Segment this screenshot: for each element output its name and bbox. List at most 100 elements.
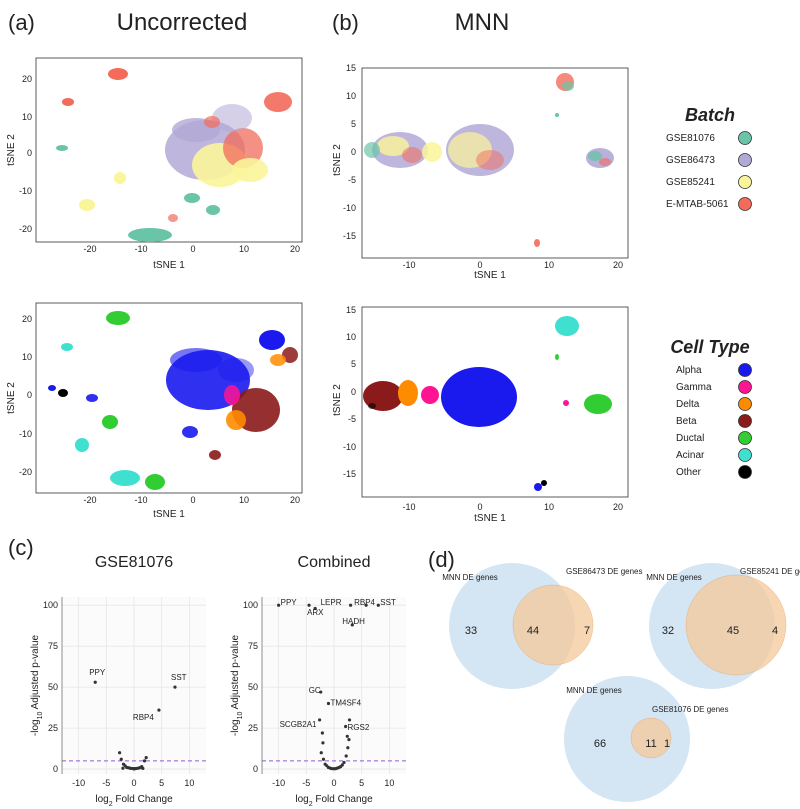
ytick: 0: [27, 390, 32, 400]
venn-right-label: GSE81076 DE genes: [652, 705, 729, 714]
xtick: 0: [190, 244, 195, 254]
ytick: 0: [351, 147, 356, 157]
y-tick-label: 0: [253, 764, 258, 774]
legend-label: Gamma: [676, 382, 712, 393]
ytick: -10: [343, 203, 356, 213]
tsne-mnn-celltype: -10 0 10 20 15 10 5 0 -5 -10 -15 tSNE 1 …: [332, 305, 629, 524]
xtick: 10: [239, 244, 249, 254]
data-point: [318, 718, 322, 722]
ytick: 10: [22, 352, 32, 362]
legend-swatch-gamma: [738, 380, 752, 394]
legend-swatch-other: [738, 465, 752, 479]
cloud-acinar2-batch: [128, 228, 172, 242]
cloud-ductal1-batch: [114, 172, 126, 184]
xtick: 10: [544, 502, 554, 512]
data-point: [319, 690, 323, 694]
ytick: -5: [348, 175, 356, 185]
data-point: [119, 757, 123, 761]
gene-label: RBP4: [133, 713, 154, 722]
x-tick-label: -10: [272, 778, 285, 788]
data-point: [144, 756, 148, 760]
cloud-mixed-batch: [168, 214, 178, 222]
gene-label: HADH: [342, 617, 365, 626]
ytick: -5: [348, 414, 356, 424]
data-point: [320, 731, 324, 735]
venn-left-count: 33: [465, 625, 477, 637]
legend-swatch-gse81076: [738, 131, 752, 145]
data-point: [118, 751, 122, 755]
x-tick-label: 0: [131, 778, 136, 788]
legend-label: Other: [676, 467, 702, 478]
y-tick-label: 75: [248, 641, 258, 651]
legend-swatch-gse85241: [738, 175, 752, 189]
x-tick-label: -5: [302, 778, 310, 788]
x-tick-label: 5: [159, 778, 164, 788]
venn-circle-gse81076: [630, 717, 672, 759]
ytick: 20: [22, 74, 32, 84]
y-axis-label: -log10 Adjusted p-value: [230, 634, 244, 736]
x-tick-label: 5: [359, 778, 364, 788]
venn-left-label: MNN DE genes: [566, 686, 622, 695]
legend-swatch-delta: [738, 397, 752, 411]
data-point: [347, 737, 351, 742]
data-point: [141, 766, 145, 771]
x-axis-label: log2 Fold Change: [95, 794, 173, 808]
tsne-uncorrected-batch: -20 -10 0 10 20 20 10 0 -10 -20 tSNE 1 t…: [6, 57, 303, 271]
ytick: -15: [343, 231, 356, 241]
y-axis-label: tSNE 2: [6, 382, 17, 414]
venn-left-label: MNN DE genes: [442, 573, 498, 582]
x-axis-label: tSNE 1: [153, 509, 185, 520]
data-point: [350, 623, 354, 627]
venn-left-count: 66: [594, 738, 606, 750]
data-point: [345, 734, 349, 738]
cloud-alpha-region-batch: [165, 104, 268, 187]
ytick: -10: [19, 186, 32, 196]
ytick: -20: [19, 467, 32, 477]
xtick: 10: [239, 495, 249, 505]
data-point: [321, 757, 326, 761]
ytick: 5: [351, 119, 356, 129]
venn-overlap-count: 45: [727, 625, 739, 637]
data-point: [93, 680, 97, 684]
y-tick-label: 25: [248, 723, 258, 733]
xtick: 0: [190, 495, 195, 505]
ytick: 20: [22, 314, 32, 324]
gene-label: SST: [171, 673, 187, 682]
data-point: [347, 718, 352, 722]
ytick: 15: [346, 305, 356, 315]
venn-circle-mnn: [564, 676, 690, 802]
legend-swatch-emtab5061: [738, 197, 752, 211]
xtick: 20: [290, 244, 300, 254]
data-point: [346, 746, 350, 750]
xtick: -10: [402, 260, 415, 270]
cloud-beta-batch: [264, 92, 292, 112]
ytick: 10: [346, 332, 356, 342]
legend-label: Alpha: [676, 365, 702, 376]
legend-swatch-acinar: [738, 448, 752, 462]
y-axis-label: -log10 Adjusted p-value: [30, 634, 44, 736]
y-tick-label: 50: [48, 682, 58, 692]
ytick: -10: [343, 442, 356, 452]
panel-b-letter: (b): [332, 10, 359, 35]
panel-c-letter: (c): [8, 535, 34, 560]
venn-left-label: MNN DE genes: [646, 573, 702, 582]
x-tick-label: -10: [72, 778, 85, 788]
ytick: 5: [351, 359, 356, 369]
data-point: [319, 751, 323, 755]
legend-label: GSE86473: [666, 155, 715, 166]
legend-swatch-alpha: [738, 363, 752, 377]
cloud-ductal4-batch: [206, 205, 220, 215]
legend-label: Acinar: [676, 450, 705, 461]
x-axis-label: tSNE 1: [474, 513, 506, 524]
ytick: 0: [351, 387, 356, 397]
venn-right-label: GSE86473 DE genes: [566, 567, 643, 576]
ytick: 10: [346, 91, 356, 101]
panel-a-letter: (a): [8, 10, 35, 35]
data-point: [142, 759, 147, 763]
panel-b-title: MNN: [455, 9, 510, 36]
x-tick-label: 10: [184, 778, 194, 788]
y-tick-label: 100: [243, 600, 258, 610]
data-point: [157, 708, 161, 712]
